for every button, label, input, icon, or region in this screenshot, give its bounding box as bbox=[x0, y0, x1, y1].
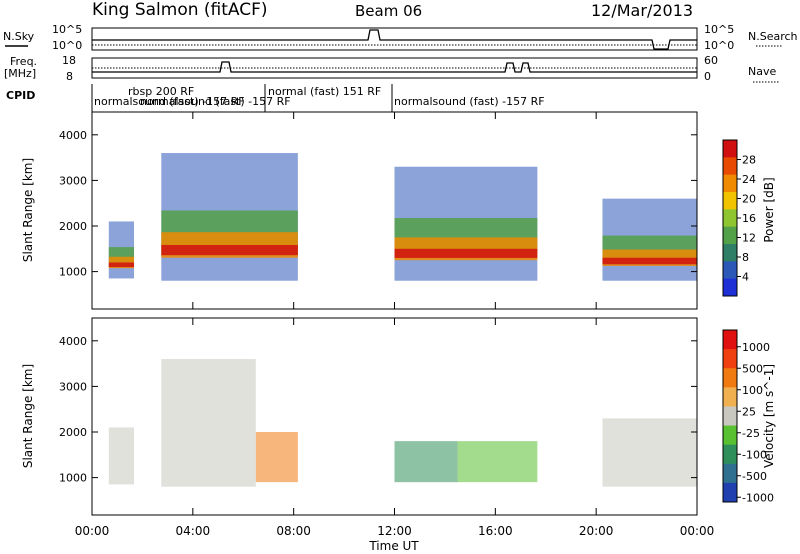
freq-label: Freq. bbox=[10, 55, 37, 68]
echo-region-3-band-4 bbox=[394, 248, 538, 258]
cpid-segment-3: normalsound (fast) -157 RF bbox=[140, 95, 291, 108]
cpid-segment-1: normalsound (fast) -157 RF bbox=[94, 95, 245, 108]
cpid-label: CPID bbox=[6, 89, 35, 102]
nsky-panel: N.Sky 10^5 10^0 10^5 10^0 N.Search bbox=[3, 23, 798, 52]
colorbar-swatch bbox=[723, 278, 737, 297]
x-tick-label: 04:00 bbox=[176, 524, 211, 538]
nave-tick-bottom: 0 bbox=[704, 70, 711, 83]
time-axis: 00:00 04:00 08:00 12:00 16:00 20:00 00:00 bbox=[75, 112, 715, 538]
nsearch-tick-top: 10^5 bbox=[704, 23, 734, 36]
colorbar-swatch bbox=[723, 192, 737, 210]
cpid-segment-5: normalsound (fast) -157 RF bbox=[394, 95, 545, 108]
colorbar-tick-label: 28 bbox=[742, 154, 756, 167]
colorbar-swatch bbox=[723, 157, 737, 176]
colorbar-tick-label: 25 bbox=[742, 405, 756, 418]
freq-unit: [MHz] bbox=[4, 67, 36, 80]
power-panel: 1000 2000 3000 4000 Slant Range [km] bbox=[21, 111, 698, 310]
colorbar-tick-label: 12 bbox=[742, 232, 756, 245]
colorbar-tick-label: 20 bbox=[742, 193, 756, 206]
echo-region-4-band-4 bbox=[602, 257, 697, 265]
echo-region-5-band-1 bbox=[457, 441, 538, 483]
colorbar-tick-label: 100 bbox=[742, 384, 763, 397]
colorbar-swatch bbox=[723, 244, 737, 262]
y-tick-label: 3000 bbox=[59, 380, 87, 393]
echo-region-3-band-1 bbox=[255, 432, 298, 483]
power-ylabel: Slant Range [km] bbox=[21, 158, 35, 262]
colorbar-swatch bbox=[723, 444, 737, 465]
colorbar-swatch bbox=[723, 140, 737, 158]
colorbar-tick-label: -100 bbox=[742, 448, 767, 461]
y-tick-label: 4000 bbox=[59, 335, 87, 348]
colorbar-tick-label: 1000 bbox=[742, 341, 770, 354]
echo-region-6-band-1 bbox=[602, 418, 697, 487]
colorbar-frame bbox=[722, 329, 738, 503]
power-colorbar-label: Power [dB] bbox=[762, 177, 776, 242]
colorbar-tick-label: -500 bbox=[742, 470, 767, 483]
cpid-segment-2: rbsp 200 RF bbox=[128, 85, 194, 98]
echo-region-2-band-1 bbox=[161, 359, 256, 487]
x-tick-label: 16:00 bbox=[478, 524, 513, 538]
echo-region-1-band-1 bbox=[108, 427, 135, 485]
x-tick-label: 08:00 bbox=[276, 524, 311, 538]
freq-tick-bottom: 8 bbox=[66, 70, 73, 83]
colorbar-tick-label: -1000 bbox=[742, 491, 774, 504]
colorbar-swatch bbox=[723, 387, 737, 407]
nave-label: Nave bbox=[748, 65, 776, 78]
velocity-colorbar-label: Velocity [m s^-1] bbox=[762, 364, 776, 468]
y-tick-label: 1000 bbox=[59, 266, 87, 279]
cpid-segment-4: normal (fast) 151 RF bbox=[268, 85, 381, 98]
date-label: 12/Mar/2013 bbox=[591, 1, 693, 20]
x-tick-label: 12:00 bbox=[377, 524, 412, 538]
nsearch-tick-bottom: 10^0 bbox=[704, 39, 734, 52]
colorbar-swatch bbox=[723, 463, 737, 484]
colorbar-swatch bbox=[723, 209, 737, 228]
colorbar-tick-label: 500 bbox=[742, 362, 763, 375]
nsky-tick-bottom: 10^0 bbox=[52, 39, 82, 52]
colorbar-swatch bbox=[723, 349, 737, 369]
freq-trace bbox=[92, 61, 697, 73]
colorbar-swatch bbox=[723, 406, 737, 427]
time-axis-label: Time UT bbox=[368, 539, 419, 553]
colorbar-tick-label: 8 bbox=[742, 251, 749, 264]
velocity-colorbar: Velocity [m s^-1] 1000 500 100 25 -25 -100 -50… bbox=[722, 329, 776, 504]
nsky-label: N.Sky bbox=[3, 30, 35, 43]
velocity-ylabel: Slant Range [km] bbox=[21, 364, 35, 468]
colorbar-swatch bbox=[723, 368, 737, 388]
colorbar-swatch bbox=[723, 226, 737, 245]
station-title: King Salmon (fitACF) bbox=[92, 0, 268, 20]
x-tick-label: 20:00 bbox=[579, 524, 614, 538]
y-tick-label: 2000 bbox=[59, 426, 87, 439]
nsearch-label: N.Search bbox=[748, 30, 798, 43]
x-tick-label: 00:00 bbox=[680, 524, 715, 538]
echo-region-4-band-1 bbox=[394, 441, 458, 483]
colorbar-tick-label: 24 bbox=[742, 173, 756, 186]
y-tick-label: 4000 bbox=[59, 129, 87, 142]
echo-region-2-band-4 bbox=[161, 244, 298, 256]
colorbar-swatch bbox=[723, 330, 737, 350]
velocity-panel: 1000 2000 3000 4000 Slant Range [km] bbox=[21, 317, 698, 516]
freq-panel: Freq. [MHz] 18 8 60 0 Nave bbox=[4, 54, 780, 83]
colorbar-tick-label: 4 bbox=[742, 271, 749, 284]
colorbar-swatch bbox=[723, 482, 737, 503]
power-colorbar: Power [dB] 4 8 12 16 20 24 28 bbox=[722, 139, 776, 297]
colorbar-swatch bbox=[723, 425, 737, 446]
colorbar-tick-label: 16 bbox=[742, 212, 756, 225]
y-tick-label: 2000 bbox=[59, 220, 87, 233]
nave-tick-top: 60 bbox=[704, 54, 718, 67]
echo-region-1-band-4 bbox=[108, 262, 135, 268]
colorbar-swatch bbox=[723, 261, 737, 280]
y-tick-label: 1000 bbox=[59, 472, 87, 485]
x-tick-label: 00:00 bbox=[75, 524, 110, 538]
cpid-row: CPID normalsound (fast) -157 RF rbsp 200… bbox=[6, 84, 545, 112]
colorbar-tick-label: -25 bbox=[742, 427, 760, 440]
nsky-trace bbox=[92, 29, 697, 50]
y-tick-label: 3000 bbox=[59, 174, 87, 187]
colorbar-swatch bbox=[723, 174, 737, 193]
freq-tick-top: 18 bbox=[62, 54, 76, 67]
beam-label: Beam 06 bbox=[355, 2, 422, 20]
nsky-tick-top: 10^5 bbox=[52, 23, 82, 36]
